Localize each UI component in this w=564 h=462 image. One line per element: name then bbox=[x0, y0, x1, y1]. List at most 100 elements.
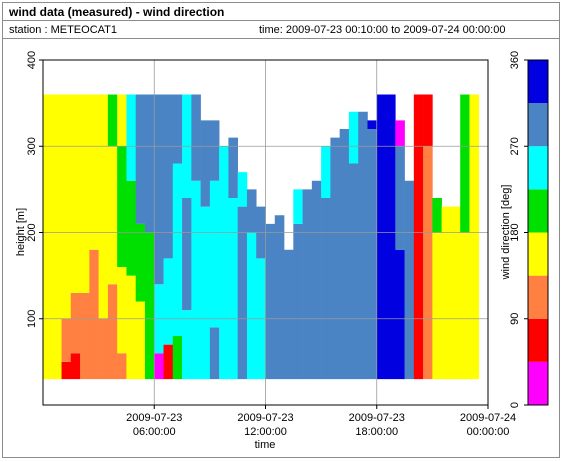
colorbar-band bbox=[528, 361, 548, 405]
heatmap-cell bbox=[209, 180, 220, 328]
heatmap-cell bbox=[89, 249, 99, 380]
y-tick-label: 100 bbox=[26, 310, 38, 328]
colorbar-band bbox=[528, 318, 548, 362]
y-tick-label: 400 bbox=[26, 51, 38, 69]
heatmap-cell bbox=[395, 120, 405, 147]
heatmap-cell bbox=[395, 146, 405, 250]
x-tick-label: 2009-07-23 bbox=[237, 412, 293, 424]
heatmap-cell bbox=[126, 275, 137, 380]
x-tick-label: 06:00:00 bbox=[133, 426, 176, 438]
heatmap-cell bbox=[163, 94, 174, 259]
heatmap-cell bbox=[441, 206, 452, 380]
heatmap-cell bbox=[348, 163, 359, 380]
heatmap-cell bbox=[302, 189, 313, 380]
heatmap-cell bbox=[450, 206, 461, 380]
colorbar-label: wind direction [deg] bbox=[500, 185, 512, 281]
heatmap-cell bbox=[163, 258, 174, 345]
heatmap-cell bbox=[237, 172, 248, 207]
heatmap-cell bbox=[339, 129, 350, 380]
heatmap-cell bbox=[126, 94, 137, 181]
heatmap-cell bbox=[163, 344, 174, 380]
heatmap-cell bbox=[172, 336, 183, 380]
heatmap-cell bbox=[321, 146, 331, 198]
heatmap-cell bbox=[98, 318, 109, 380]
heatmap-cell bbox=[89, 94, 99, 250]
colorbar-tick-label: 0 bbox=[509, 402, 521, 408]
heatmap-cell bbox=[107, 94, 118, 147]
heatmap-cell bbox=[200, 120, 211, 207]
heatmap-cell bbox=[80, 94, 90, 293]
heatmap-cell bbox=[200, 206, 211, 380]
colorbar: 0 90 180 270 360 bbox=[509, 51, 549, 408]
heatmap-cell bbox=[191, 180, 201, 380]
heatmap-cell bbox=[172, 163, 183, 336]
heatmap-cell bbox=[237, 206, 248, 380]
x-tick-label: 2009-07-23 bbox=[349, 412, 405, 424]
station-label: station : METEOCAT1 bbox=[9, 24, 117, 36]
heatmap-cell bbox=[70, 353, 81, 380]
heatmap-layer bbox=[43, 94, 480, 380]
title-bar: wind data (measured) - wind direction bbox=[3, 3, 559, 21]
x-axis-label: time bbox=[255, 439, 276, 451]
heatmap-cell bbox=[321, 198, 331, 380]
heatmap-cell bbox=[70, 94, 81, 293]
info-bar: station : METEOCAT1 time: 2009-07-23 00:… bbox=[3, 21, 559, 39]
heatmap-cell bbox=[413, 94, 424, 380]
heatmap-cell bbox=[469, 94, 480, 380]
heatmap-cell bbox=[348, 111, 359, 164]
heatmap-cell bbox=[107, 146, 118, 285]
heatmap-cell bbox=[107, 284, 118, 380]
heatmap-cell bbox=[135, 94, 146, 224]
heatmap-cell bbox=[265, 223, 276, 380]
heatmap-cell bbox=[367, 129, 378, 380]
y-tick-label: 300 bbox=[26, 137, 38, 155]
heatmap-cell bbox=[61, 94, 72, 319]
heatmap-cell bbox=[52, 94, 62, 380]
x-tick-label: 12:00:00 bbox=[244, 426, 287, 438]
heatmap-cell bbox=[432, 198, 442, 233]
colorbar-band bbox=[528, 60, 548, 104]
x-tick-label: 00:00:00 bbox=[467, 426, 510, 438]
heatmap-cell bbox=[144, 94, 155, 233]
heatmap-cell bbox=[209, 120, 220, 181]
heatmap-cell bbox=[98, 94, 109, 319]
heatmap-cell bbox=[61, 361, 72, 380]
heatmap-cell bbox=[209, 327, 220, 380]
y-tick-label: 200 bbox=[26, 223, 38, 241]
colorbar-band bbox=[528, 275, 548, 319]
heatmap-cell bbox=[367, 120, 378, 129]
heatmap-cell bbox=[423, 146, 433, 380]
chart-title: wind data (measured) - wind direction bbox=[9, 5, 225, 19]
heatmap-cell bbox=[246, 189, 257, 233]
x-axis: 2009-07-23 06:00:00 2009-07-23 12:00:00 2009… bbox=[126, 405, 516, 438]
heatmap-cell bbox=[182, 310, 192, 380]
colorbar-band bbox=[528, 189, 548, 233]
colorbar-tick-label: 90 bbox=[509, 313, 521, 325]
heatmap-cell bbox=[293, 189, 303, 224]
heatmap-cell bbox=[311, 180, 322, 380]
heatmap-cell bbox=[330, 137, 340, 380]
heatmap-cell bbox=[293, 223, 303, 380]
heatmap-cell bbox=[117, 94, 127, 147]
heatmap-cell bbox=[284, 249, 294, 380]
heatmap-cell bbox=[126, 180, 137, 276]
heatmap-cell bbox=[80, 292, 90, 380]
time-range-label: time: 2009-07-23 00:10:00 to 2009-07-24 … bbox=[259, 24, 506, 36]
heatmap-cell bbox=[191, 94, 201, 181]
heatmap-cell bbox=[135, 223, 146, 302]
heatmap-cell bbox=[43, 94, 53, 380]
heatmap-cell bbox=[144, 232, 155, 380]
heatmap-cell bbox=[154, 94, 164, 285]
colorbar-tick-label: 270 bbox=[509, 137, 521, 155]
colorbar-band bbox=[528, 103, 548, 147]
heatmap-cell bbox=[274, 215, 285, 380]
heatmap-cell bbox=[432, 232, 442, 380]
heatmap-cell bbox=[117, 267, 127, 354]
heatmap-cell bbox=[395, 249, 405, 380]
x-tick-label: 2009-07-24 bbox=[460, 412, 516, 424]
heatmap-cell bbox=[61, 318, 72, 362]
heatmap-cell bbox=[135, 301, 146, 380]
heatmap-cell bbox=[460, 94, 470, 233]
colorbar-band bbox=[528, 232, 548, 276]
